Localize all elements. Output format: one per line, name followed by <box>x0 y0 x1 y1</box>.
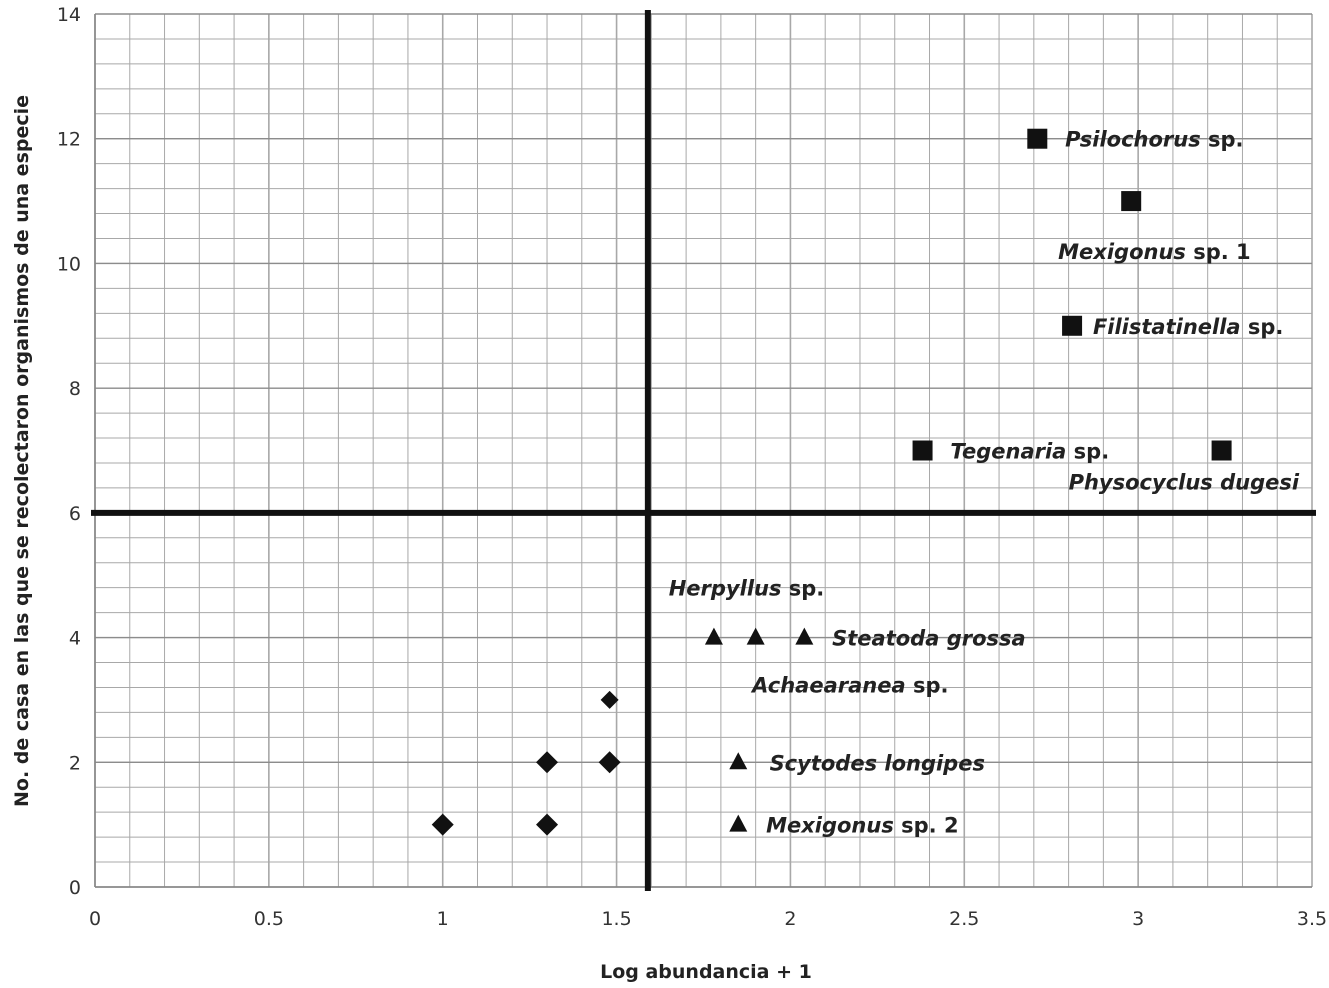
y-tick-label: 8 <box>69 378 81 400</box>
y-tick-label: 14 <box>57 4 81 26</box>
species-suffix: sp. 2 <box>894 814 959 838</box>
triangle-marker <box>729 752 748 770</box>
data-points <box>431 128 1232 836</box>
species-label: Achaearanea sp. <box>750 673 948 697</box>
species-suffix: sp. <box>906 673 949 697</box>
tick-labels: 0 0.5 1 1.5 2 2.5 3 3.5 0 2 4 6 8 10 12 14 <box>57 4 1327 930</box>
species-genus: Scytodes longipes <box>770 751 985 775</box>
species-labels: Psilochorus sp. Mexigonus sp. 1 Filistatin… <box>669 128 1300 838</box>
species-genus: Psilochorus <box>1065 128 1201 152</box>
diamond-marker <box>600 690 619 709</box>
species-genus: Mexigonus <box>1058 240 1186 264</box>
species-suffix: sp. <box>1241 315 1284 339</box>
triangle-marker <box>795 627 814 645</box>
species-genus: Achaearanea <box>750 673 905 697</box>
reference-lines <box>91 10 1316 891</box>
triangle-marker <box>746 627 765 645</box>
y-tick-label: 6 <box>69 503 81 525</box>
species-label: Psilochorus sp. <box>1065 128 1243 152</box>
species-label: Mexigonus sp. 2 <box>766 814 959 838</box>
species-genus: Mexigonus <box>766 814 894 838</box>
y-axis-title: No. de casa en las que se recolectaron o… <box>11 95 33 807</box>
species-suffix: sp. <box>781 577 824 601</box>
species-label: Steatoda grossa <box>832 627 1026 651</box>
square-marker <box>1211 440 1232 461</box>
x-tick-label: 3.5 <box>1297 908 1327 930</box>
species-suffix: sp. <box>1066 440 1109 464</box>
species-label: Scytodes longipes <box>770 751 985 775</box>
species-genus: Physocyclus dugesi <box>1069 471 1300 495</box>
x-tick-label: 2 <box>784 908 796 930</box>
species-genus: Filistatinella <box>1093 315 1241 339</box>
diamond-marker <box>598 751 621 774</box>
y-tick-label: 2 <box>69 752 81 774</box>
diamond-marker <box>536 813 559 836</box>
square-marker <box>912 440 933 461</box>
species-suffix: sp. 1 <box>1186 240 1251 264</box>
species-label: Mexigonus sp. 1 <box>1058 240 1251 264</box>
x-tick-label: 0 <box>89 908 101 930</box>
x-tick-label: 1 <box>437 908 449 930</box>
diamond-marker <box>431 813 454 836</box>
species-suffix: sp. <box>1201 128 1244 152</box>
square-marker <box>1027 128 1048 149</box>
x-axis-title: Log abundancia + 1 <box>600 961 812 983</box>
diamond-marker <box>536 751 559 774</box>
triangle-marker <box>704 627 723 645</box>
species-genus: Steatoda grossa <box>832 627 1026 651</box>
y-tick-label: 12 <box>57 129 81 151</box>
x-tick-label: 2.5 <box>949 908 979 930</box>
triangle-marker <box>729 814 748 832</box>
square-marker <box>1062 315 1083 336</box>
x-tick-label: 3 <box>1132 908 1144 930</box>
y-tick-label: 10 <box>57 253 81 275</box>
x-tick-label: 1.5 <box>601 908 631 930</box>
species-genus: Tegenaria <box>950 440 1066 464</box>
y-tick-label: 0 <box>69 877 81 899</box>
species-label: Herpyllus sp. <box>669 577 825 601</box>
species-label: Filistatinella sp. <box>1093 315 1283 339</box>
species-label: Tegenaria sp. <box>950 440 1109 464</box>
x-tick-label: 0.5 <box>254 908 284 930</box>
square-marker <box>1121 191 1142 212</box>
species-label: Physocyclus dugesi <box>1069 471 1300 495</box>
species-genus: Herpyllus <box>669 577 782 601</box>
y-tick-label: 4 <box>69 628 81 650</box>
grid-lines <box>94 13 1313 888</box>
